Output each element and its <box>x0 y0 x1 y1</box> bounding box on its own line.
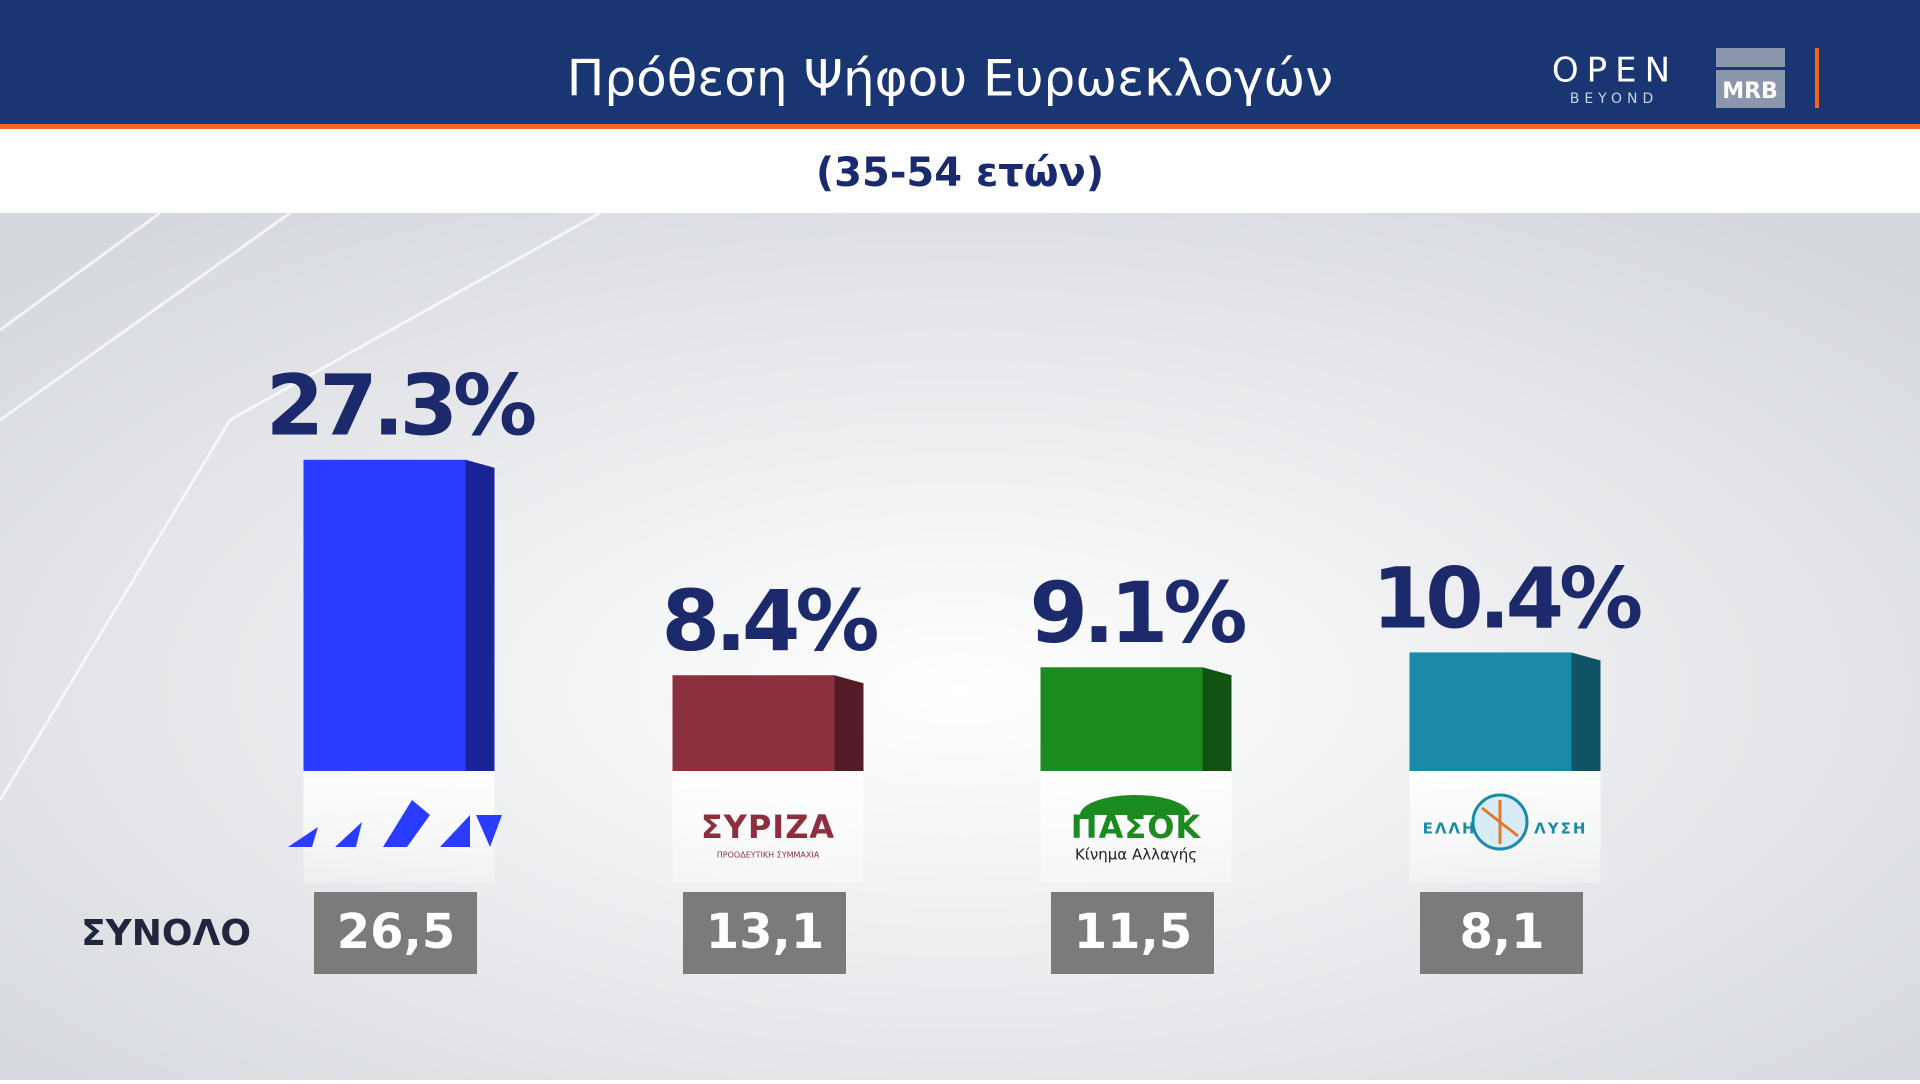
channel-logo: OPEN <box>1552 51 1678 91</box>
value-label: 8.4% <box>662 572 878 670</box>
header-accent <box>0 124 1920 129</box>
header-divider <box>1815 48 1819 108</box>
category-sublabel: ΠΡΟΟΔΕΥΤΙΚΗ ΣΥΜΜΑΧΙΑ <box>717 851 820 860</box>
total-box <box>314 892 477 974</box>
total-value: 11,5 <box>1074 904 1192 960</box>
bar-side <box>834 675 864 771</box>
party-emblem <box>288 800 502 847</box>
total-value: 13,1 <box>706 904 824 960</box>
party-emblem <box>1080 795 1190 815</box>
pollster-logo-box <box>1716 48 1785 108</box>
subtitle-band <box>0 129 1920 213</box>
bar-side <box>465 459 495 771</box>
logo-panel <box>1040 771 1232 883</box>
bar <box>1040 667 1203 771</box>
total-box <box>1051 892 1214 974</box>
bar <box>1409 652 1572 771</box>
header-bar <box>0 0 1920 124</box>
channel-tagline: BEYOND <box>1570 91 1659 107</box>
bar-side <box>1202 667 1232 771</box>
background-lines <box>0 211 601 801</box>
total-label: ΣΥΝΟΛΟ <box>81 913 251 954</box>
category-sublabel: Κίνημα Αλλαγής <box>1075 846 1197 864</box>
value-label: 10.4% <box>1372 549 1641 647</box>
value-label: 9.1% <box>1030 564 1246 662</box>
total-box <box>683 892 846 974</box>
total-value: 8,1 <box>1459 904 1544 960</box>
pollster-logo-stripe <box>1716 67 1785 70</box>
total-box <box>1420 892 1583 974</box>
pollster-logo: MRB <box>1722 79 1778 104</box>
chart-subtitle: (35-54 ετών) <box>816 150 1104 196</box>
logo-panel <box>672 771 864 883</box>
value-label: 27.3% <box>266 357 535 455</box>
category-label: ΣΥΡΙΖΑ <box>701 808 835 846</box>
total-value: 26,5 <box>337 904 455 960</box>
bar <box>672 675 835 771</box>
party-emblem <box>1481 800 1519 844</box>
bar-side <box>1571 652 1601 771</box>
chart-title: Πρόθεση Ψήφου Ευρωεκλογών <box>567 50 1333 108</box>
bar <box>303 459 466 771</box>
